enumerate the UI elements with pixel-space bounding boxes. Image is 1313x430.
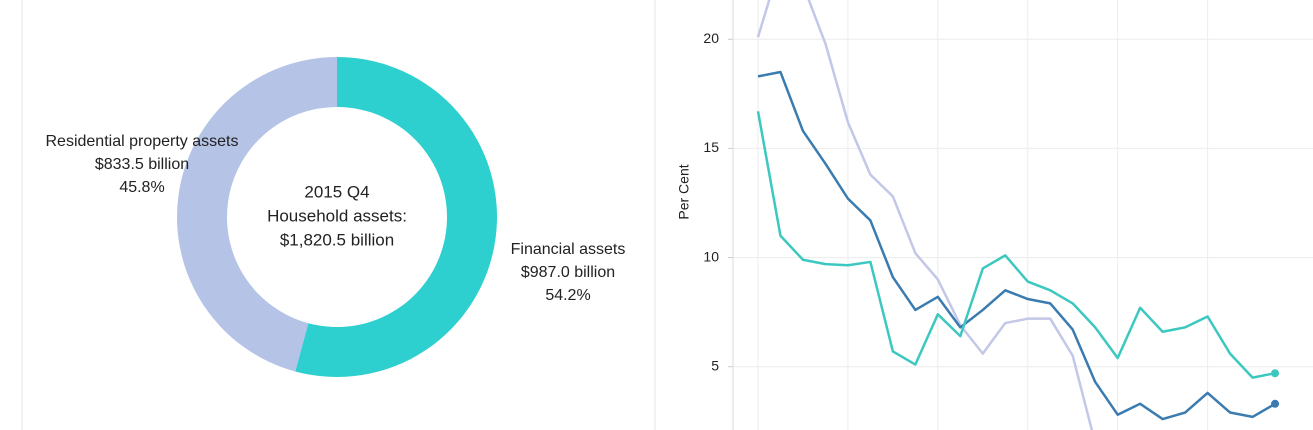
- end-point: [1271, 369, 1280, 378]
- center-text: Household assets:: [267, 206, 407, 225]
- slice-percent: 45.8%: [119, 179, 164, 196]
- slice-amount: $833.5 billion: [95, 156, 189, 173]
- slice-percent: 54.2%: [545, 287, 590, 304]
- center-text: 2015 Q4: [304, 182, 369, 201]
- donut-slice: [177, 57, 337, 372]
- plot-area: [756, 0, 1280, 430]
- series-line: [757, 70, 1276, 421]
- series-line: [756, 0, 1094, 430]
- slice-label: Financial assets: [511, 241, 626, 258]
- y-tick-label: 20: [703, 30, 719, 46]
- y-tick-label: 10: [703, 248, 719, 264]
- slice-label: Residential property assets: [46, 133, 239, 150]
- slice-amount: $987.0 billion: [521, 264, 615, 281]
- end-point: [1271, 399, 1280, 408]
- center-text: $1,820.5 billion: [280, 230, 394, 249]
- y-tick-label: 5: [711, 357, 719, 373]
- series-line: [756, 111, 1276, 379]
- y-tick-label: 15: [703, 139, 719, 155]
- y-axis-label: Per Cent: [676, 164, 692, 219]
- donut-slice: [295, 57, 498, 377]
